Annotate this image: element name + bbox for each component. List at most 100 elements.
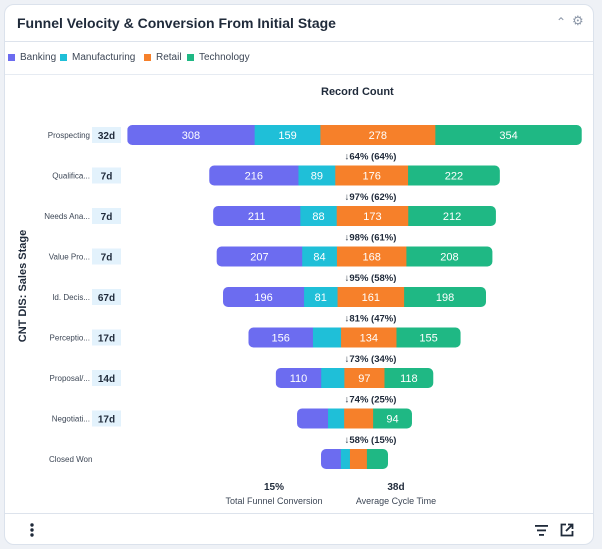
bar-segment-manufacturing[interactable] <box>328 408 345 429</box>
funnel-bar[interactable] <box>223 287 486 307</box>
legend-swatch <box>187 54 194 61</box>
bar-segment-technology[interactable] <box>373 408 412 429</box>
bar-segment-banking[interactable] <box>216 246 303 267</box>
bar-segment-manufacturing[interactable] <box>321 368 345 388</box>
legend-swatch <box>144 54 151 61</box>
bar-segment-manufacturing[interactable] <box>254 125 321 145</box>
bar-segment-banking[interactable] <box>248 327 314 348</box>
bar-segment-retail[interactable] <box>344 408 374 429</box>
segment-value-label: 81 <box>315 292 327 304</box>
legend: Banking Manufacturing Retail Technology <box>5 42 593 75</box>
segment-value-label: 97 <box>358 373 370 385</box>
bar-segment-manufacturing[interactable] <box>298 165 336 186</box>
funnel-bar[interactable] <box>321 449 388 469</box>
segment-value-label: 159 <box>278 130 296 142</box>
conversion-label: ↓74% (25%) <box>345 395 397 406</box>
segment-value-label: 212 <box>443 211 461 223</box>
segment-value-label: 168 <box>362 252 380 264</box>
segment-value-label: 173 <box>363 211 381 223</box>
bar-segment-banking[interactable] <box>275 368 322 388</box>
bar-segment-banking[interactable] <box>223 287 305 307</box>
funnel-bar[interactable] <box>275 368 434 388</box>
funnel-chart: Prospecting 32d 308 159 278 354 ↓64% (64%) Qual… <box>44 125 582 469</box>
stage-label: Closed Won <box>49 455 92 464</box>
bar-segment-manufacturing[interactable] <box>302 246 338 267</box>
bar-segment-banking[interactable] <box>321 449 342 469</box>
funnel-bar[interactable] <box>216 246 493 267</box>
funnel-bar[interactable] <box>213 206 496 226</box>
legend-label: Banking <box>20 52 57 63</box>
bar-segment-retail[interactable] <box>349 449 368 469</box>
stage-label: Perceptio... <box>50 334 90 343</box>
bar-segment-technology[interactable] <box>408 206 496 226</box>
duration-badge <box>92 167 121 184</box>
bar-segment-banking[interactable] <box>213 206 301 226</box>
duration-value: 7d <box>101 172 113 183</box>
segment-value-label: 94 <box>386 414 398 426</box>
stage-label: Id. Decis... <box>52 293 90 302</box>
bar-segment-technology[interactable] <box>396 327 461 348</box>
bar-segment-manufacturing[interactable] <box>304 287 339 307</box>
bar-segment-technology[interactable] <box>404 287 486 307</box>
duration-value: 17d <box>98 334 115 345</box>
bar-segment-retail[interactable] <box>337 287 405 307</box>
conversion-label: ↓58% (15%) <box>345 435 397 446</box>
bar-segment-technology[interactable] <box>435 125 582 145</box>
bar-segment-technology[interactable] <box>408 165 500 186</box>
segment-value-label: 196 <box>254 292 272 304</box>
card-title: Funnel Velocity & Conversion From Initia… <box>17 15 336 31</box>
bar-segment-retail[interactable] <box>335 165 409 186</box>
segment-value-label: 134 <box>360 333 378 345</box>
legend-item-manufacturing[interactable]: Manufacturing <box>60 52 135 63</box>
segment-value-label: 198 <box>436 292 454 304</box>
stage-label: Proposal/... <box>50 374 90 383</box>
duration-value: 7d <box>101 253 113 264</box>
bar-segment-technology[interactable] <box>406 246 493 267</box>
conversion-label: ↓64% (64%) <box>345 152 397 163</box>
duration-badge <box>92 127 121 143</box>
segment-value-label: 89 <box>311 171 323 183</box>
funnel-bar[interactable] <box>209 165 500 186</box>
bar-segment-banking[interactable] <box>209 165 299 186</box>
segment-value-label: 222 <box>445 171 463 183</box>
bar-segment-banking[interactable] <box>297 408 329 429</box>
bar-segment-retail[interactable] <box>336 246 407 267</box>
funnel-bar[interactable] <box>248 327 461 348</box>
legend-label: Technology <box>199 52 250 63</box>
filter-icon[interactable] <box>535 524 549 538</box>
segment-value-label: 354 <box>499 130 517 142</box>
duration-value: 67d <box>98 293 115 304</box>
bar-segment-manufacturing[interactable] <box>312 327 342 348</box>
conversion-label: ↓81% (47%) <box>345 314 397 325</box>
segment-value-label: 161 <box>362 292 380 304</box>
legend-swatch <box>8 54 15 61</box>
chevron-up-icon[interactable]: ⌃ <box>556 15 567 29</box>
segment-value-label: 308 <box>182 130 200 142</box>
duration-value: 14d <box>98 374 115 385</box>
bar-segment-banking[interactable] <box>127 125 256 145</box>
duration-badge <box>92 370 121 386</box>
external-link-icon[interactable] <box>560 523 574 537</box>
segment-value-label: 208 <box>440 252 458 264</box>
bar-segment-technology[interactable] <box>366 449 389 469</box>
funnel-bar[interactable] <box>127 125 582 145</box>
gear-icon[interactable]: ⚙ <box>572 13 584 28</box>
legend-item-retail[interactable]: Retail <box>144 52 182 63</box>
funnel-bar[interactable] <box>297 408 412 429</box>
legend-item-banking[interactable]: Banking <box>8 52 56 63</box>
bar-segment-manufacturing[interactable] <box>340 449 351 469</box>
conversion-label: ↓73% (34%) <box>345 354 397 365</box>
bar-segment-retail[interactable] <box>344 368 385 388</box>
stage-label: Needs Ana... <box>44 212 90 221</box>
legend-label: Retail <box>156 52 182 63</box>
bar-segment-retail[interactable] <box>341 327 397 348</box>
bar-segment-retail[interactable] <box>320 125 436 145</box>
more-vertical-icon[interactable] <box>27 522 37 538</box>
segment-value-label: 118 <box>400 373 418 385</box>
bar-segment-technology[interactable] <box>384 368 434 388</box>
bar-segment-retail[interactable] <box>336 206 409 226</box>
bar-segment-manufacturing[interactable] <box>300 206 338 226</box>
total-conversion-label: Total Funnel Conversion <box>225 496 323 506</box>
legend-item-technology[interactable]: Technology <box>187 52 250 63</box>
segment-value-label: 155 <box>419 333 437 345</box>
